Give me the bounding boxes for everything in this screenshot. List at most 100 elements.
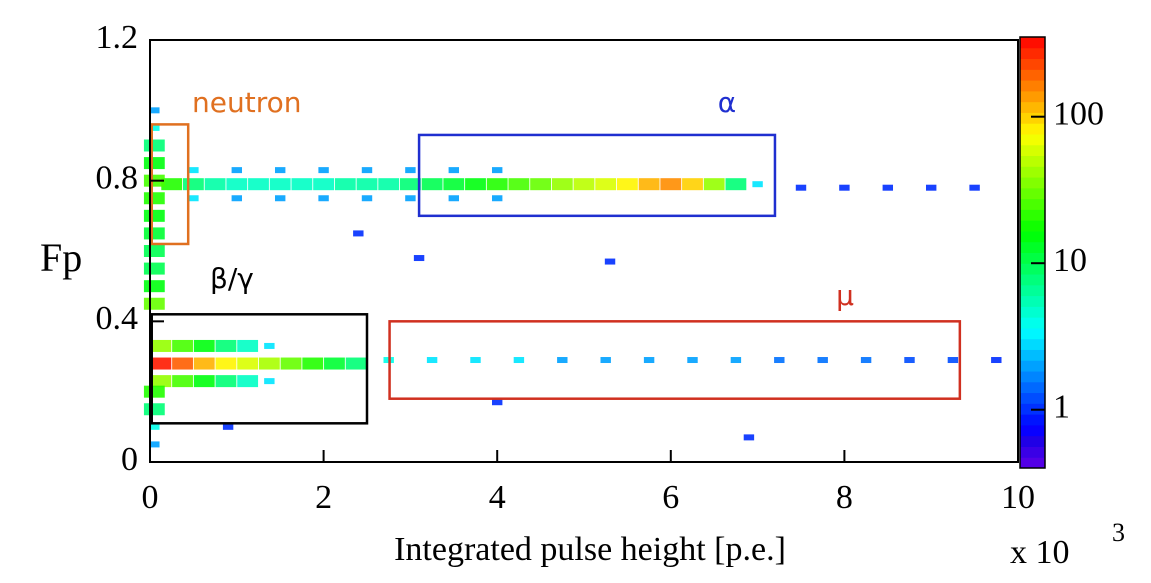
bin — [616, 178, 638, 191]
bin — [258, 357, 280, 370]
bin — [143, 403, 165, 416]
bin — [687, 357, 698, 364]
colorbar-segment — [1020, 133, 1045, 146]
colorbar-tick-label: 100 — [1053, 96, 1104, 133]
bin — [264, 378, 275, 385]
colorbar-frame — [1019, 36, 1046, 469]
bin — [730, 357, 742, 364]
bin — [302, 357, 324, 370]
y-tick-label: 0.4 — [96, 300, 139, 337]
colorbar-segment — [1020, 177, 1045, 189]
bin — [318, 195, 329, 202]
x-tick-label: 10 — [1001, 479, 1035, 516]
colorbar-segment — [1020, 263, 1045, 275]
colorbar-segment — [1020, 144, 1045, 157]
colorbar-segment — [1020, 47, 1045, 60]
bin — [193, 357, 215, 370]
y-axis-label: Fp — [40, 235, 82, 280]
bin — [725, 178, 747, 191]
colorbar-segment — [1020, 80, 1045, 92]
colorbar-segment — [1020, 209, 1045, 221]
bin — [448, 195, 460, 202]
bin — [172, 375, 193, 388]
bin — [318, 167, 329, 174]
x-multiplier-exponent: 3 — [1112, 518, 1125, 547]
x-axis-label: Integrated pulse height [p.e.] — [394, 531, 786, 568]
bin — [193, 375, 215, 388]
colorbar-segment — [1020, 295, 1045, 307]
bin — [143, 227, 165, 240]
bin — [334, 178, 356, 191]
region-box — [417, 133, 777, 218]
colorbar-segment — [1020, 306, 1045, 318]
colorbar-segment — [1020, 220, 1045, 232]
bin — [491, 399, 503, 406]
bin — [405, 195, 416, 202]
colorbar-segment — [1020, 155, 1045, 167]
bin — [150, 357, 172, 370]
bin — [231, 195, 243, 202]
bin — [491, 167, 503, 174]
y-tick-label: 1.2 — [96, 19, 139, 56]
bin — [361, 195, 373, 202]
bin — [143, 385, 165, 398]
colorbar-segment — [1020, 349, 1045, 361]
bin — [399, 178, 421, 191]
bin — [143, 297, 165, 310]
colorbar-segment — [1020, 230, 1045, 243]
colorbar-segment — [1020, 392, 1045, 404]
bin — [795, 184, 807, 191]
bin — [274, 195, 286, 202]
bin — [991, 357, 1002, 364]
bin — [703, 178, 725, 191]
bin — [426, 357, 438, 364]
bin — [353, 230, 364, 237]
bin — [215, 357, 237, 370]
colorbar-tick-label: 1 — [1053, 388, 1070, 425]
bin — [237, 339, 259, 352]
bin — [237, 375, 259, 388]
region-label: α — [718, 86, 736, 119]
colorbar-segment — [1020, 166, 1045, 178]
bin — [149, 441, 160, 448]
bin — [149, 107, 160, 114]
bin — [237, 357, 259, 370]
bin — [226, 178, 248, 191]
bin — [143, 262, 165, 275]
bin — [188, 195, 199, 202]
bin — [421, 178, 443, 191]
region-label: neutron — [192, 86, 301, 119]
region-box — [150, 313, 369, 425]
bin — [204, 178, 226, 191]
bin — [269, 178, 291, 191]
bin — [280, 357, 302, 370]
colorbar-segment — [1020, 123, 1045, 135]
bin — [143, 139, 165, 152]
bin — [143, 192, 165, 205]
bin — [182, 178, 204, 191]
bin — [513, 357, 525, 364]
bin — [557, 357, 568, 364]
bin — [172, 357, 193, 370]
bin — [149, 423, 160, 430]
bin — [604, 258, 616, 265]
bin — [345, 357, 367, 370]
bin — [465, 178, 486, 191]
colorbar-segment — [1020, 284, 1045, 297]
bin — [904, 357, 915, 364]
region-box — [150, 123, 190, 246]
bin — [882, 184, 894, 191]
colorbar-tick-label: 10 — [1053, 242, 1087, 279]
bin — [491, 195, 503, 202]
bin — [161, 178, 183, 191]
bin — [551, 178, 573, 191]
colorbar-segment — [1020, 424, 1045, 437]
bin — [143, 157, 165, 170]
bin — [470, 357, 481, 364]
bin — [817, 357, 828, 364]
colorbar-segment — [1020, 371, 1045, 383]
bin — [752, 181, 763, 188]
x-tick-label: 6 — [662, 479, 679, 516]
bin — [839, 184, 850, 191]
